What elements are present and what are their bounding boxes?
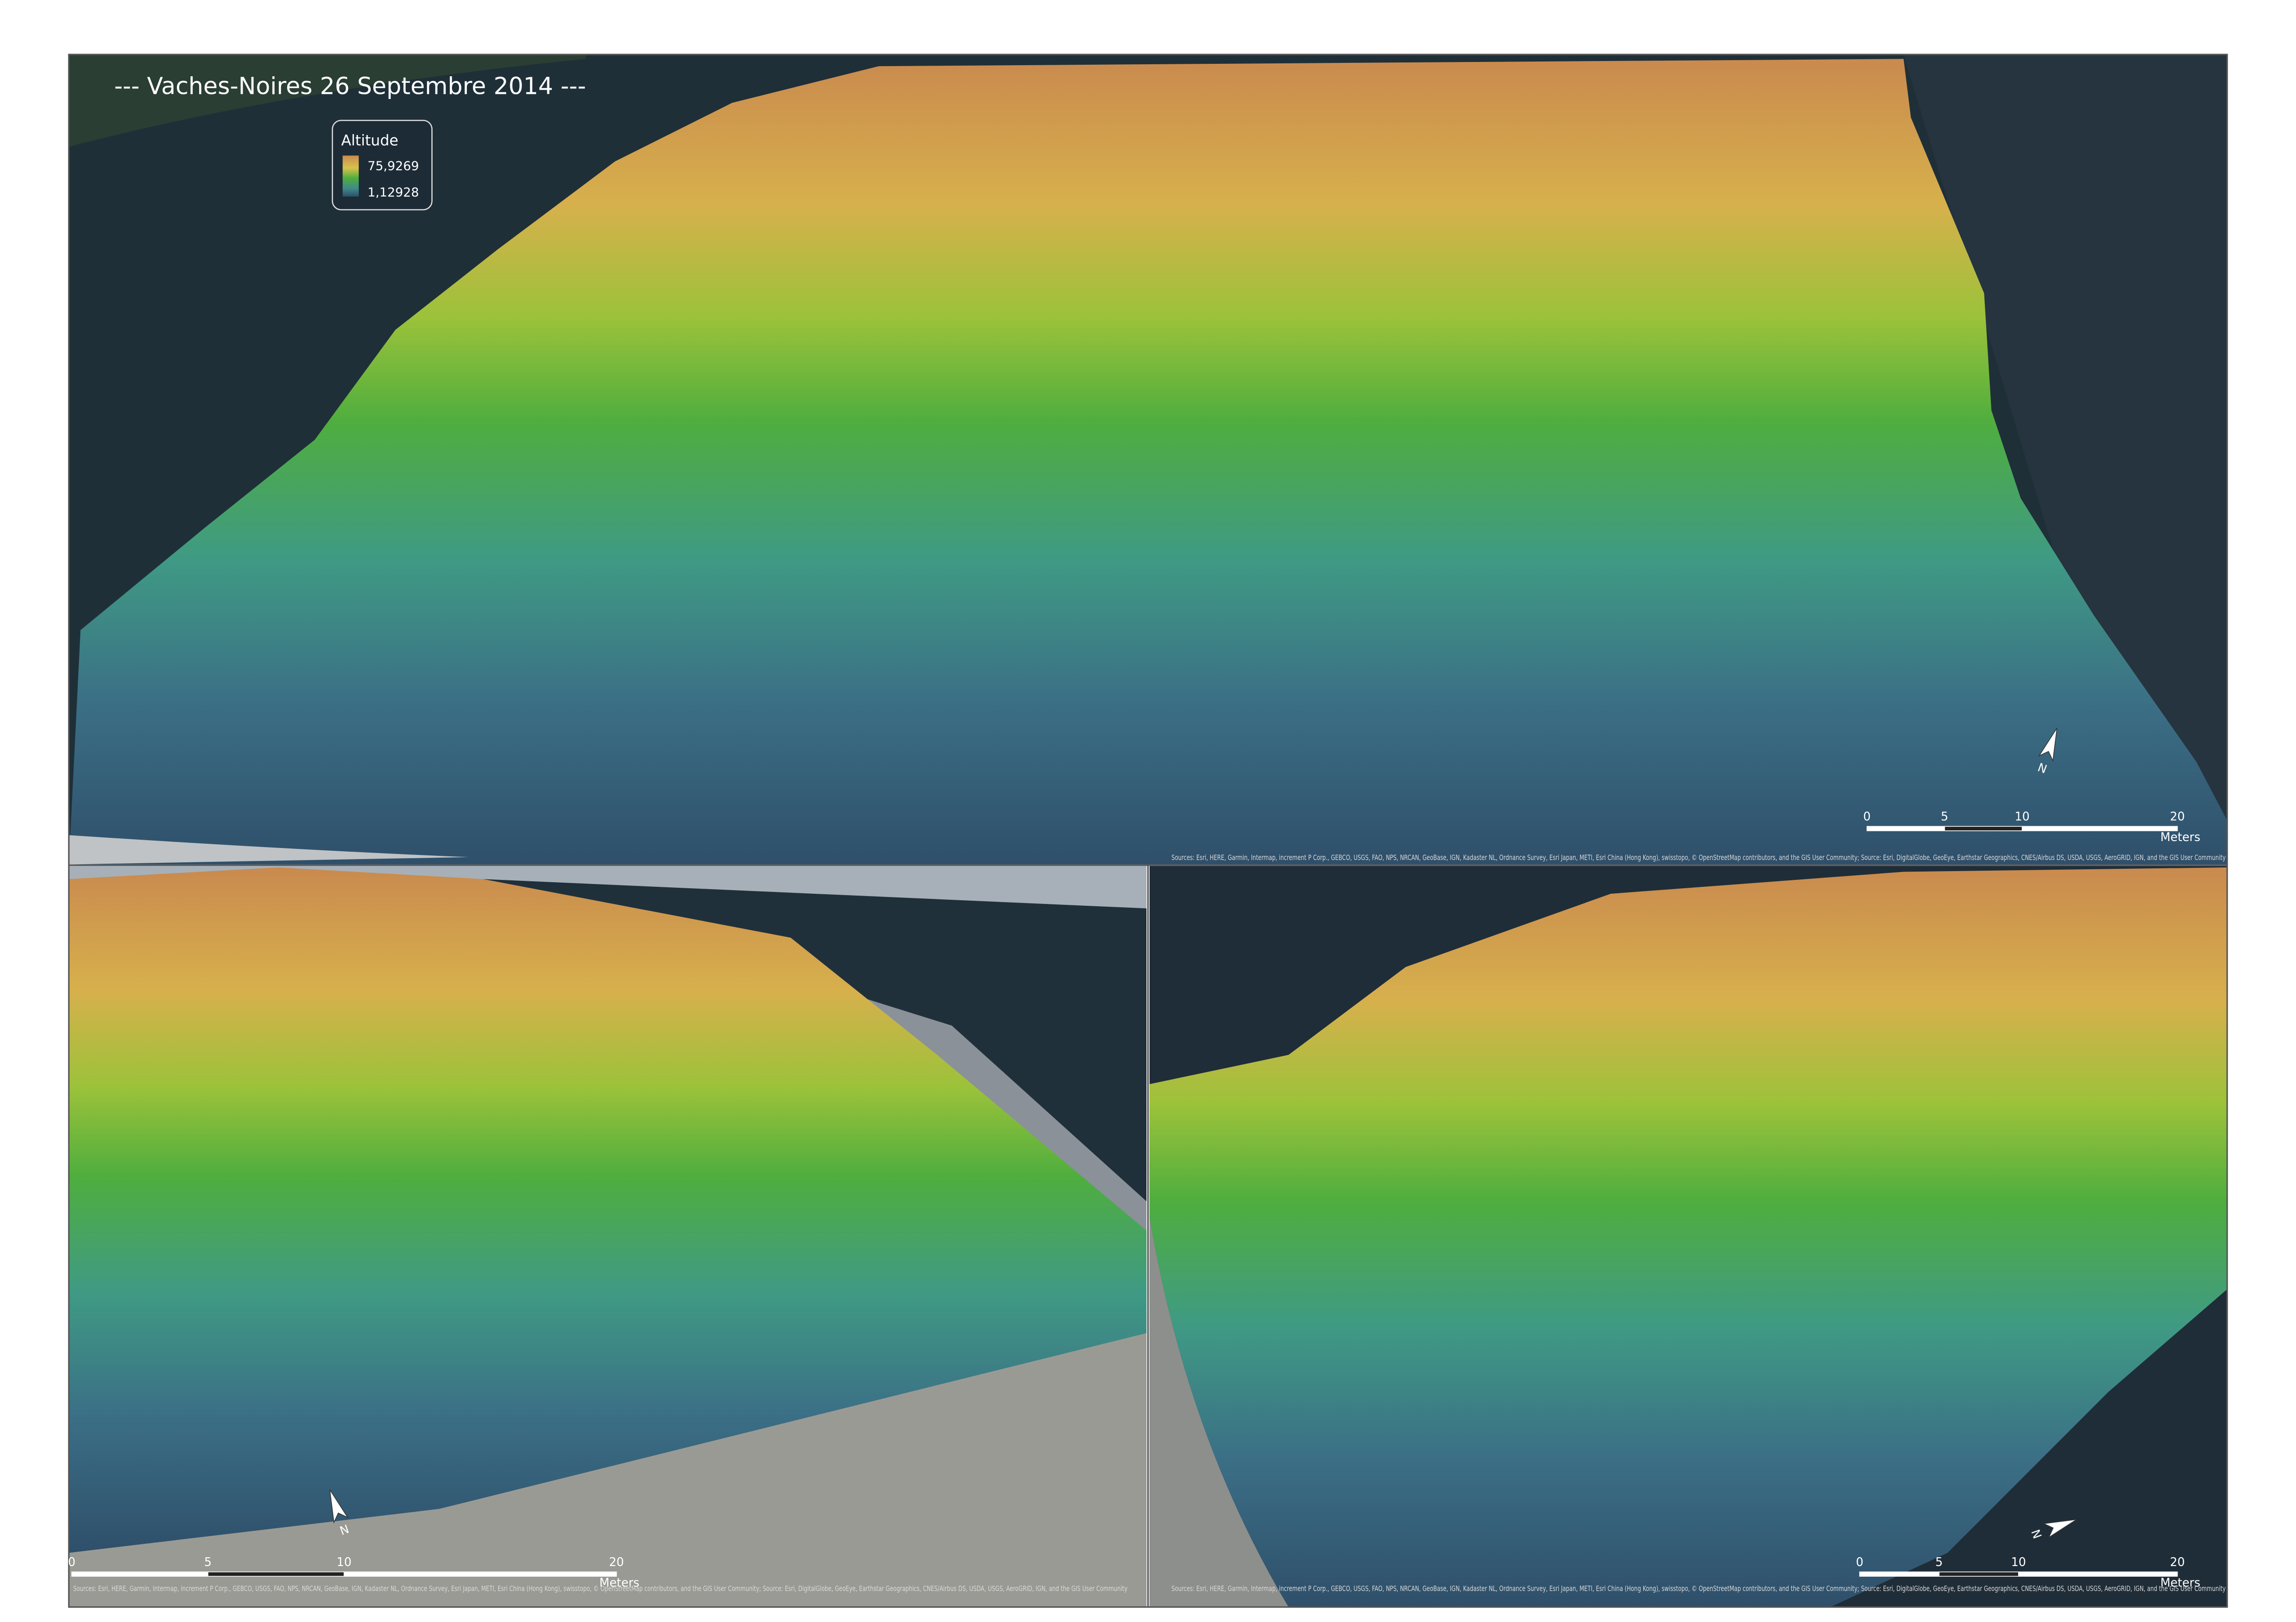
- scale-tick-label: 10: [2011, 1555, 2026, 1569]
- scale-segment: [2021, 826, 2178, 831]
- panel-east: [1149, 866, 2228, 1607]
- credits: Sources: Esri, HERE, Garmin, Intermap, i…: [73, 1584, 1127, 1593]
- scale-tick-label: 10: [2015, 810, 2030, 823]
- scale-tick-label: 5: [204, 1555, 212, 1569]
- scale-tick-label: 0: [1856, 1555, 1863, 1569]
- map-title: --- Vaches-Noires 26 Septembre 2014 ---: [114, 72, 586, 99]
- scale-tick-label: 0: [1863, 810, 1871, 823]
- legend-max: 75,9269: [367, 159, 419, 173]
- scale-bar: 0 5 10 20 Meters: [68, 1555, 639, 1589]
- scale-unit: Meters: [2160, 1575, 2200, 1589]
- scale-tick-label: 20: [2170, 1555, 2185, 1569]
- scale-unit: Meters: [2160, 830, 2200, 844]
- scale-tick-label: 20: [609, 1555, 624, 1569]
- scale-tick-label: 20: [2170, 810, 2185, 823]
- north-arrow-shape: [329, 1489, 349, 1524]
- legend: Altitude 75,9269 1,12928: [331, 120, 433, 210]
- north-arrow-shape: [2042, 1519, 2077, 1539]
- scale-segment: [2018, 1571, 2178, 1577]
- scale-bar: 0 5 10 20 Meters: [1856, 1555, 2200, 1589]
- legend-title: Altitude: [341, 132, 398, 149]
- credits: Sources: Esri, HERE, Garmin, Intermap, i…: [1171, 1584, 2226, 1593]
- scale-segment: [343, 1571, 617, 1577]
- scale-segment: [1859, 1571, 1940, 1577]
- scale-bar: 0 5 10 20 Meters: [1863, 810, 2200, 844]
- scale-segment: [1944, 826, 2023, 831]
- scale-tick-label: 10: [337, 1555, 351, 1569]
- legend-min: 1,12928: [367, 185, 419, 200]
- scale-unit: Meters: [600, 1575, 640, 1589]
- scale-segment: [71, 1571, 208, 1577]
- scale-segment: [1867, 826, 1945, 831]
- north-arrow-shape: [2038, 728, 2057, 762]
- scale-tick-label: 0: [68, 1555, 75, 1569]
- panel-west: [68, 866, 1147, 1607]
- panel-main: [68, 54, 2228, 865]
- credits: Sources: Esri, HERE, Garmin, Intermap, i…: [1171, 853, 2226, 862]
- scale-tick-label: 5: [1941, 810, 1948, 823]
- scale-tick-label: 5: [1935, 1555, 1943, 1569]
- scale-segment: [1939, 1571, 2019, 1577]
- scale-segment: [208, 1571, 345, 1577]
